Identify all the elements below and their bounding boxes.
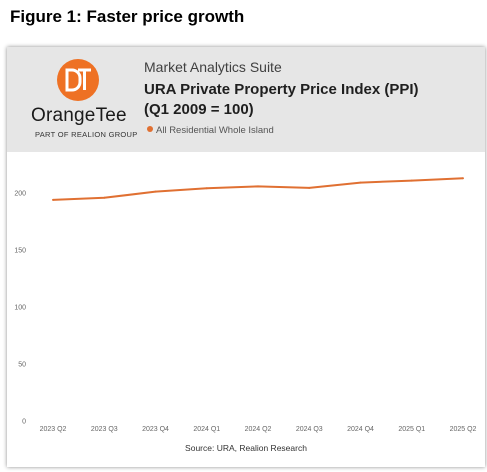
data-point [205,187,208,190]
data-point [257,185,259,188]
data-point [410,179,413,182]
legend-label: All Residential Whole Island [156,125,274,136]
x-tick-label: 2023 Q4 [142,426,169,433]
suite-name: Market Analytics Suite [144,59,282,75]
logo-wordmark: OrangeTee [31,105,127,126]
data-point [154,190,157,193]
line-chart: 0 50 100 150 200 2023 Q2 2023 Q3 2023 Q4 2024 Q1… [14,177,477,433]
x-tick-label: 2025 Q1 [398,426,425,433]
data-point [359,181,362,184]
data-point [462,177,464,180]
data-point [103,196,106,199]
x-tick-label: 2024 Q3 [296,426,323,433]
figure-title: Figure 1: Faster price growth [10,7,245,26]
logo-subtitle: PART OF REALION GROUP [35,130,138,139]
source-note: Source: URA, Realion Research [185,443,307,453]
x-tick-label: 2024 Q2 [245,426,272,433]
series-line [52,177,464,201]
x-tick-label: 2025 Q2 [450,426,477,433]
x-tick-label: 2024 Q1 [193,426,220,433]
x-tick-label: 2023 Q3 [91,426,118,433]
chart-header: OrangeTee PART OF REALION GROUP Market A… [7,47,485,152]
x-tick-label: 2024 Q4 [347,426,374,433]
data-point [52,198,54,201]
y-tick-label: 100 [14,305,26,312]
y-tick-label: 150 [14,248,26,255]
legend-marker [147,126,153,132]
chart-title: URA Private Property Price Index (PPI) (… [144,81,419,118]
data-point [308,186,311,189]
y-tick-label: 200 [14,191,26,198]
legend: All Residential Whole Island [147,125,274,136]
orangetee-logo-icon [57,59,99,101]
chart-card: OrangeTee PART OF REALION GROUP Market A… [7,47,485,467]
y-tick-label: 0 [22,419,26,426]
x-tick-label: 2023 Q2 [40,426,67,433]
y-tick-label: 50 [18,362,26,369]
